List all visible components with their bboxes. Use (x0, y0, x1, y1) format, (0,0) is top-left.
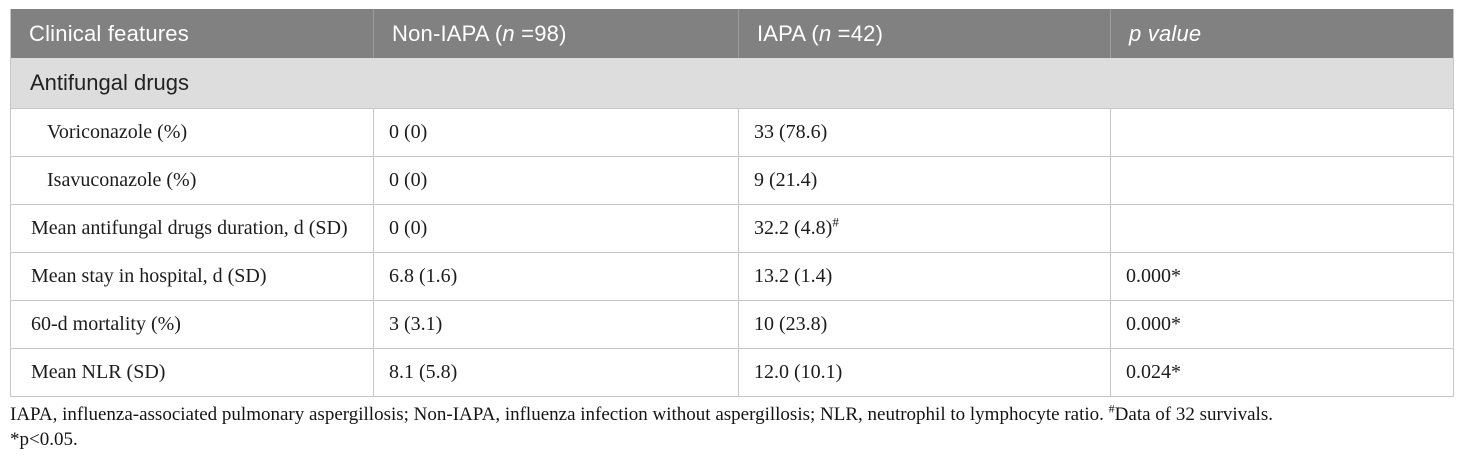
cell-p-value: 0.024* (1110, 348, 1454, 397)
table-row-antifungal-duration: Mean antifungal drugs duration, d (SD) 0… (10, 204, 1454, 253)
cell-iapa: 32.2 (4.8)# (738, 204, 1111, 253)
footnote-line-significance: *p<0.05. (10, 428, 78, 450)
table-row-mortality: 60-d mortality (%) 3 (3.1) 10 (23.8) 0.0… (10, 300, 1454, 349)
col-header-clinical-features: Clinical features (10, 9, 374, 58)
cell-feature: Mean NLR (SD) (10, 348, 374, 397)
section-row-antifungal-drugs: Antifungal drugs (10, 58, 1454, 109)
table-row-voriconazole: Voriconazole (%) 0 (0) 33 (78.6) (10, 108, 1454, 157)
iapa-count: =42) (831, 20, 884, 46)
cell-non-iapa: 0 (0) (373, 156, 739, 205)
cell-p-value (1110, 156, 1454, 205)
cell-non-iapa: 0 (0) (373, 204, 739, 253)
table-header-row: Clinical features Non-IAPA (n =98) IAPA … (10, 9, 1454, 58)
cell-iapa: 9 (21.4) (738, 156, 1111, 205)
footnote-marker: # (832, 213, 839, 229)
non-iapa-count: =98) (514, 20, 567, 46)
section-label: Antifungal drugs (10, 58, 1454, 109)
cell-p-value: 0.000* (1110, 252, 1454, 301)
cell-feature: Mean stay in hospital, d (SD) (10, 252, 374, 301)
non-iapa-n: n (502, 20, 515, 46)
table-row-isavuconazole: Isavuconazole (%) 0 (0) 9 (21.4) (10, 156, 1454, 205)
non-iapa-label: Non-IAPA ( (392, 20, 503, 46)
cell-iapa: 33 (78.6) (738, 108, 1111, 157)
cell-p-value (1110, 108, 1454, 157)
col-header-p-value: p value (1110, 9, 1454, 58)
cell-p-value: 0.000* (1110, 300, 1454, 349)
cell-non-iapa: 6.8 (1.6) (373, 252, 739, 301)
cell-feature: Isavuconazole (%) (10, 156, 374, 205)
cell-iapa: 12.0 (10.1) (738, 348, 1111, 397)
cell-non-iapa: 8.1 (5.8) (373, 348, 739, 397)
col-header-iapa: IAPA (n =42) (738, 9, 1111, 58)
table-row-nlr: Mean NLR (SD) 8.1 (5.8) 12.0 (10.1) 0.02… (10, 348, 1454, 397)
cell-non-iapa: 0 (0) (373, 108, 739, 157)
iapa-label: IAPA ( (757, 20, 819, 46)
clinical-features-table: Clinical features Non-IAPA (n =98) IAPA … (10, 9, 1454, 397)
cell-p-value (1110, 204, 1454, 253)
table-footnote: IAPA, influenza-associated pulmonary asp… (10, 402, 1460, 452)
p-value-label: p value (1129, 20, 1202, 46)
cell-feature: Mean antifungal drugs duration, d (SD) (10, 204, 374, 253)
table-row-hospital-stay: Mean stay in hospital, d (SD) 6.8 (1.6) … (10, 252, 1454, 301)
hash-footnote-marker: # (1108, 401, 1115, 416)
cell-iapa: 10 (23.8) (738, 300, 1111, 349)
cell-feature: Voriconazole (%) (10, 108, 374, 157)
cell-feature: 60-d mortality (%) (10, 300, 374, 349)
footnote-line-abbreviations: IAPA, influenza-associated pulmonary asp… (10, 401, 1273, 425)
cell-non-iapa: 3 (3.1) (373, 300, 739, 349)
cell-iapa: 13.2 (1.4) (738, 252, 1111, 301)
col-header-non-iapa: Non-IAPA (n =98) (373, 9, 739, 58)
iapa-n: n (818, 20, 832, 46)
